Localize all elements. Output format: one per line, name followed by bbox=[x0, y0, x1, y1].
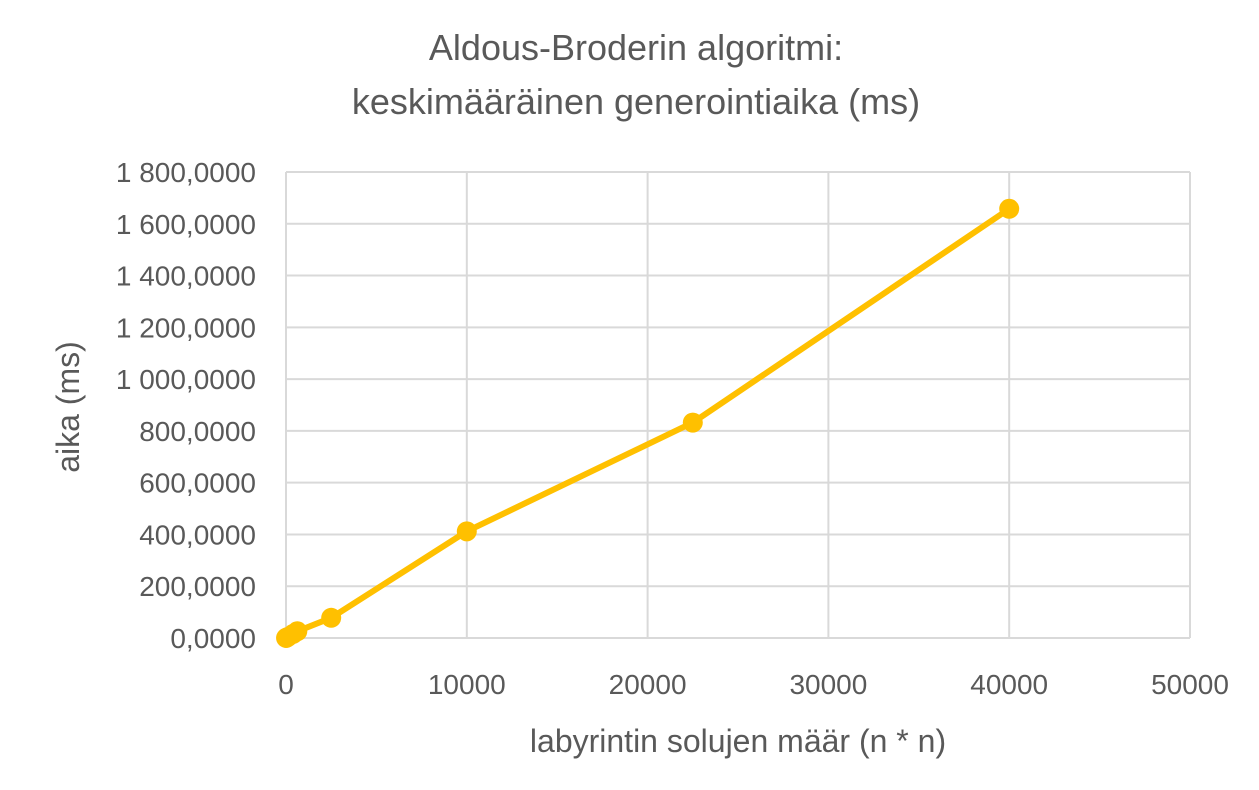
x-axis-label: labyrintin solujen määr (n * n) bbox=[530, 723, 946, 759]
y-tick-label: 1 000,0000 bbox=[116, 364, 256, 395]
data-point bbox=[682, 412, 703, 433]
chart-title-line-1: Aldous-Broderin algoritmi: bbox=[429, 27, 843, 68]
y-tick-label: 600,0000 bbox=[139, 468, 256, 499]
y-tick-label: 200,0000 bbox=[139, 571, 256, 602]
x-axis-ticks: 0 10000 20000 30000 40000 50000 bbox=[278, 669, 1229, 700]
data-point bbox=[456, 521, 477, 542]
data-point bbox=[321, 607, 342, 628]
y-tick-label: 800,0000 bbox=[139, 416, 256, 447]
y-tick-label: 0,0000 bbox=[170, 623, 256, 654]
series-group bbox=[276, 198, 1020, 648]
chart-title-line-2: keskimääräinen generointiaika (ms) bbox=[352, 81, 920, 122]
x-tick-label: 50000 bbox=[1151, 669, 1229, 700]
x-tick-label: 40000 bbox=[970, 669, 1048, 700]
grid bbox=[285, 171, 1191, 639]
x-tick-label: 0 bbox=[278, 669, 294, 700]
data-point bbox=[287, 621, 308, 642]
y-tick-label: 1 800,0000 bbox=[116, 157, 256, 188]
y-tick-label: 1 600,0000 bbox=[116, 209, 256, 240]
y-axis-label: aika (ms) bbox=[50, 341, 86, 473]
y-tick-label: 400,0000 bbox=[139, 519, 256, 550]
x-tick-label: 10000 bbox=[428, 669, 506, 700]
y-axis-ticks: 0,0000 200,0000 400,0000 600,0000 800,0000 1 … bbox=[116, 157, 256, 654]
data-point bbox=[999, 198, 1020, 219]
y-tick-label: 1 400,0000 bbox=[116, 261, 256, 292]
y-tick-label: 1 200,0000 bbox=[116, 312, 256, 343]
x-tick-label: 30000 bbox=[789, 669, 867, 700]
x-tick-label: 20000 bbox=[609, 669, 687, 700]
